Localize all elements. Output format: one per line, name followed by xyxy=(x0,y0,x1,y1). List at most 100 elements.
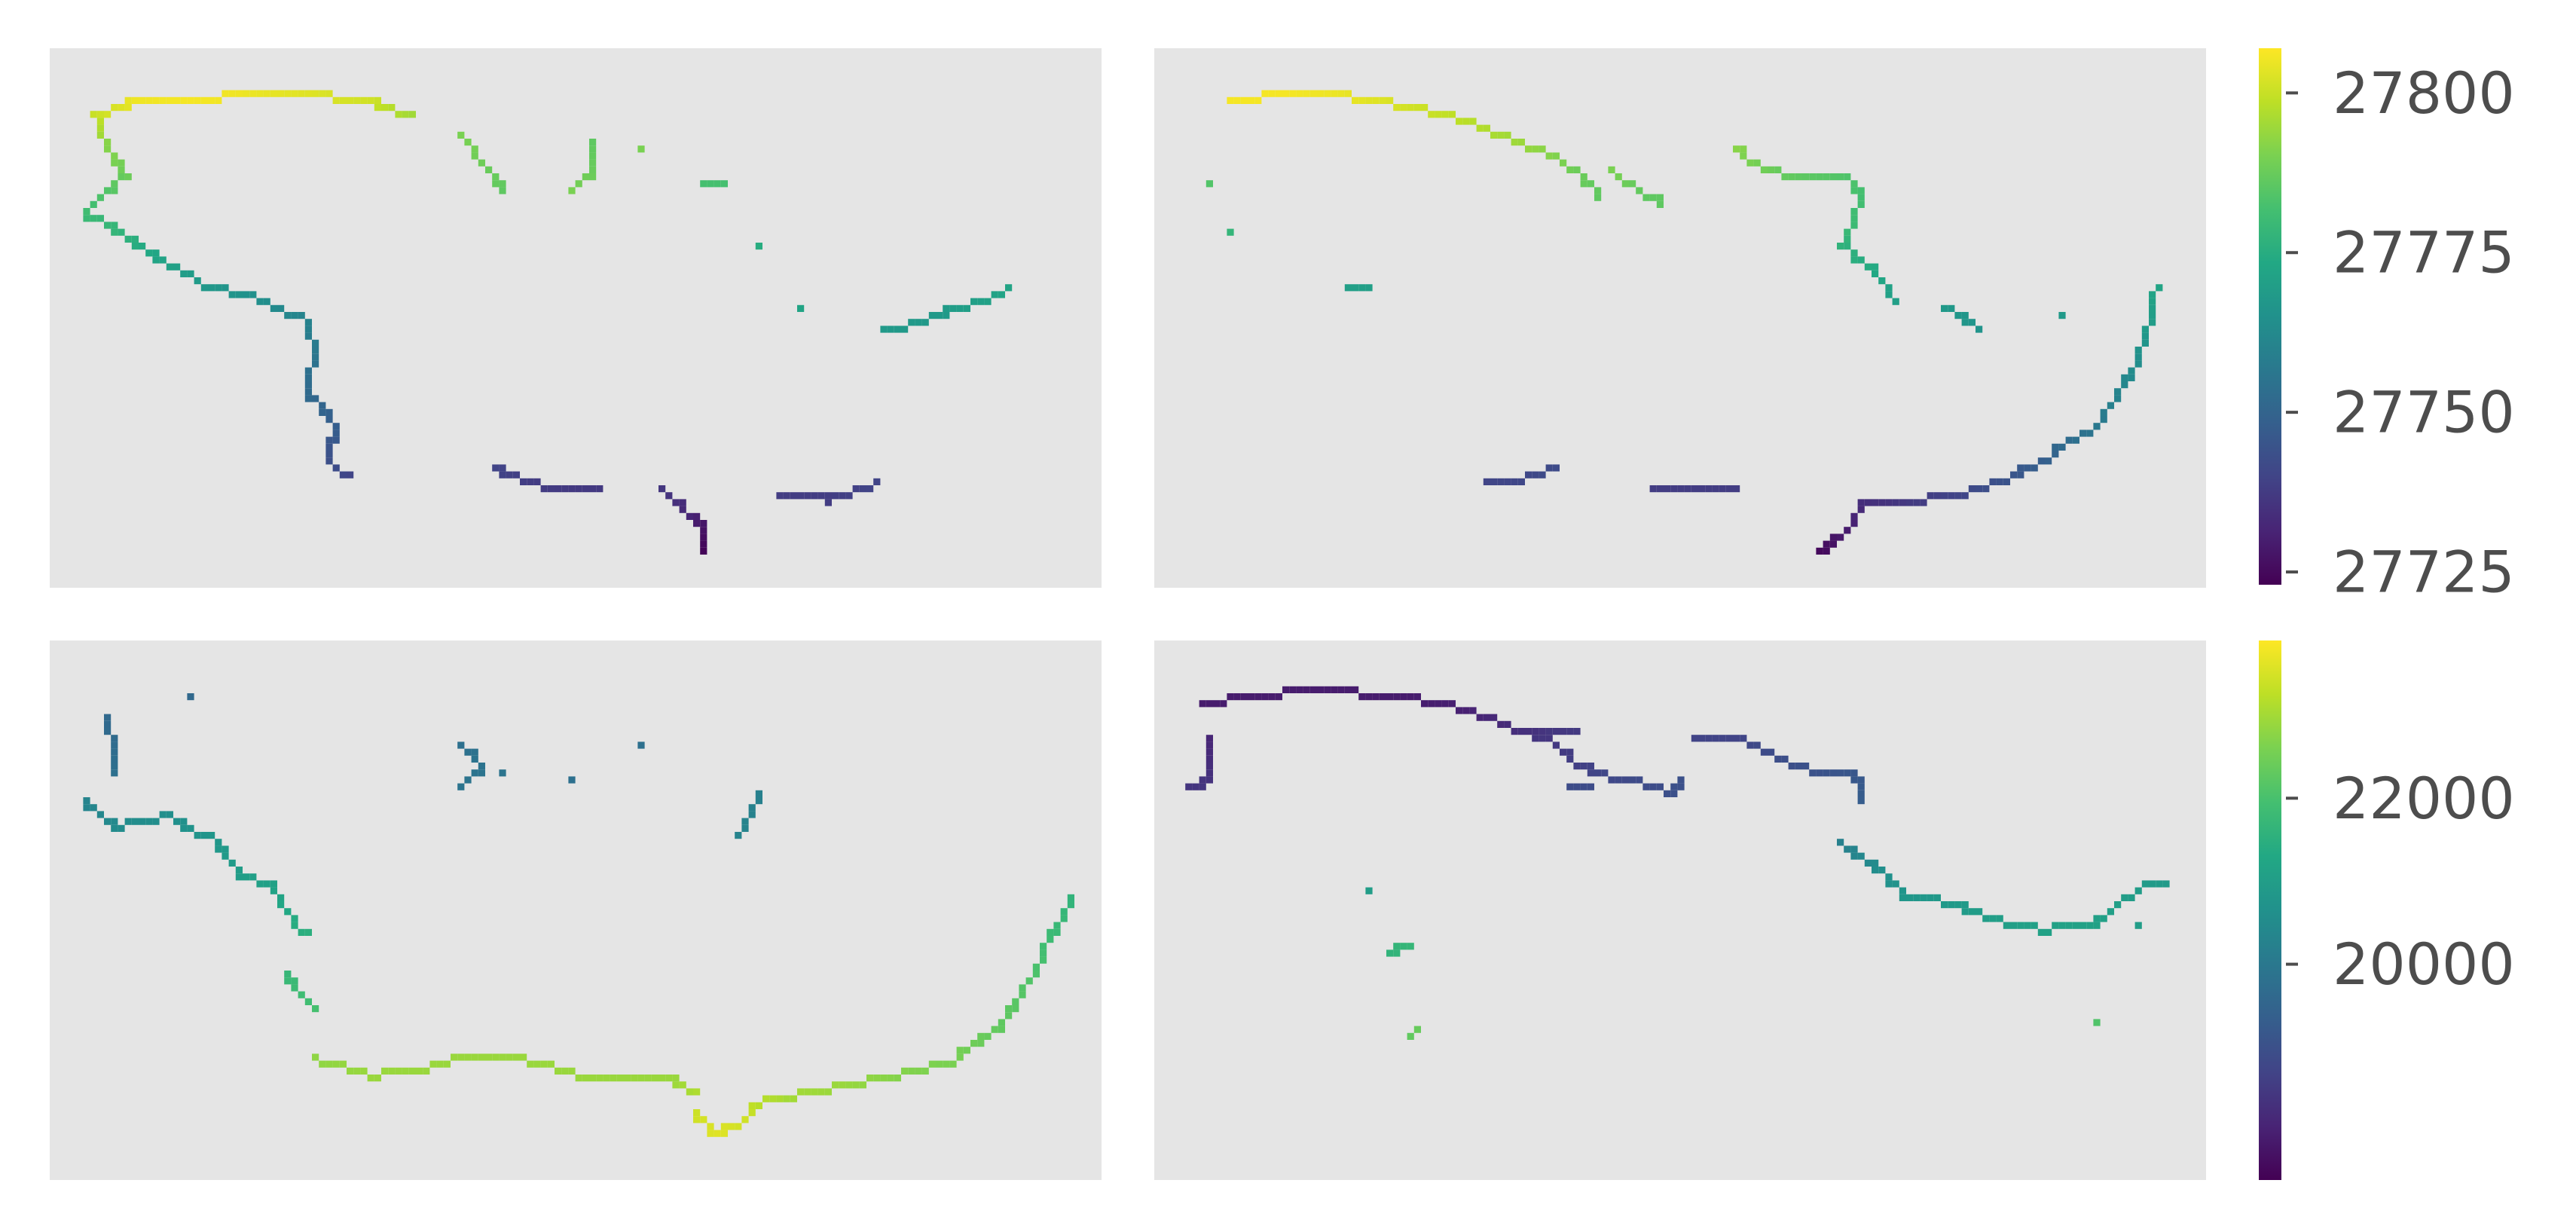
heatmap-cell xyxy=(478,1053,485,1061)
heatmap-cell xyxy=(152,249,160,257)
heatmap-cell xyxy=(1344,686,1352,693)
heatmap-cell xyxy=(1192,783,1199,790)
heatmap-cell xyxy=(1005,1012,1013,1020)
heatmap-cell xyxy=(1552,152,1560,160)
heatmap-cell xyxy=(1857,852,1865,860)
heatmap-cell xyxy=(1462,707,1470,714)
heatmap-cell xyxy=(1476,714,1484,721)
heatmap-cell xyxy=(1850,208,1858,216)
heatmap-cell xyxy=(1844,769,1851,777)
heatmap-cell xyxy=(1850,845,1858,853)
heatmap-cell xyxy=(2031,464,2038,472)
heatmap-cell xyxy=(83,797,90,805)
heatmap-cell xyxy=(284,971,292,978)
heatmap-cell xyxy=(2107,402,2114,409)
heatmap-cell xyxy=(1677,783,1685,790)
heatmap-cell xyxy=(1254,693,1262,701)
heatmap-cell xyxy=(222,845,229,853)
heatmap-cell xyxy=(374,1075,381,1082)
heatmap-cell xyxy=(325,436,333,444)
heatmap-cell xyxy=(1850,256,1858,264)
heatmap-cell xyxy=(804,1088,811,1096)
heatmap-cell xyxy=(1309,90,1317,97)
heatmap-cell xyxy=(1691,485,1698,493)
heatmap-cell xyxy=(1545,735,1553,742)
heatmap-cell xyxy=(790,492,797,500)
heatmap-cell xyxy=(180,270,188,277)
heatmap-cell xyxy=(1552,741,1560,749)
heatmap-cell xyxy=(1774,755,1782,763)
heatmap-cell xyxy=(880,1075,888,1082)
heatmap-cell xyxy=(1857,194,1865,201)
heatmap-cell xyxy=(304,998,312,1005)
heatmap-cell xyxy=(963,304,970,312)
heatmap-cell xyxy=(616,1075,624,1082)
panel-bottom-right xyxy=(1154,640,2206,1180)
heatmap-cell xyxy=(540,1060,548,1068)
heatmap-cell xyxy=(118,173,125,181)
heatmap-cell xyxy=(1823,547,1830,555)
heatmap-cell xyxy=(589,485,597,493)
heatmap-cell xyxy=(277,90,285,97)
heatmap-cell xyxy=(1906,894,1914,901)
heatmap-cell xyxy=(1850,222,1858,229)
heatmap-cell xyxy=(707,180,714,188)
heatmap-cell xyxy=(901,1067,909,1075)
heatmap-cell xyxy=(555,1067,562,1075)
heatmap-cell xyxy=(928,312,936,319)
heatmap-cell xyxy=(596,485,604,493)
heatmap-cell xyxy=(1275,693,1282,701)
heatmap-cell xyxy=(1047,936,1054,943)
heatmap-cell xyxy=(1456,707,1463,714)
heatmap-cell xyxy=(339,471,347,478)
heatmap-cell xyxy=(1857,790,1865,797)
colorbar-tick-label: 27800 xyxy=(2333,60,2515,127)
heatmap-cell xyxy=(2065,436,2073,444)
heatmap-cell xyxy=(367,1075,374,1082)
heatmap-cell xyxy=(1352,284,1359,292)
heatmap-cell xyxy=(1441,111,1449,118)
heatmap-cell xyxy=(1816,173,1823,181)
heatmap-cell xyxy=(1968,908,1976,916)
heatmap-cell xyxy=(298,90,305,97)
heatmap-cell xyxy=(512,471,520,478)
colorbar-tick-label: 20000 xyxy=(2333,931,2515,998)
heatmap-cell xyxy=(873,1075,881,1082)
heatmap-cell xyxy=(471,152,478,160)
heatmap-cell xyxy=(90,200,97,208)
heatmap-cell xyxy=(686,1088,693,1096)
heatmap-cell xyxy=(1954,901,1962,909)
heatmap-cell xyxy=(166,811,173,818)
heatmap-cell xyxy=(1205,180,1213,188)
heatmap-cell xyxy=(263,90,270,97)
heatmap-cell xyxy=(637,1075,645,1082)
heatmap-cell xyxy=(332,423,340,430)
heatmap-cell xyxy=(1961,908,1969,916)
heatmap-cell xyxy=(304,90,312,97)
heatmap-cell xyxy=(956,1053,964,1061)
heatmap-cell xyxy=(173,263,181,271)
heatmap-cell xyxy=(298,991,305,998)
heatmap-cell xyxy=(1545,152,1553,160)
heatmap-cell xyxy=(1920,499,1927,506)
heatmap-cell xyxy=(1324,90,1331,97)
heatmap-cell xyxy=(755,243,762,250)
heatmap-cell xyxy=(1296,686,1303,693)
heatmap-cell xyxy=(291,984,298,992)
heatmap-cell xyxy=(603,1075,610,1082)
heatmap-cell xyxy=(1517,728,1525,735)
heatmap-cell xyxy=(1511,139,1518,146)
heatmap-cell xyxy=(824,499,832,506)
heatmap-cell xyxy=(852,485,860,493)
heatmap-cell xyxy=(873,478,881,485)
heatmap-cell xyxy=(111,104,118,112)
heatmap-cell xyxy=(1892,880,1899,888)
heatmap-cell xyxy=(1372,96,1380,104)
heatmap-cell xyxy=(714,1130,721,1137)
heatmap-cell xyxy=(977,1032,985,1040)
heatmap-cell xyxy=(748,804,756,812)
heatmap-cell xyxy=(748,1102,756,1109)
heatmap-cell xyxy=(977,298,985,305)
heatmap-cell xyxy=(1539,471,1546,478)
heatmap-cell xyxy=(1781,755,1789,763)
